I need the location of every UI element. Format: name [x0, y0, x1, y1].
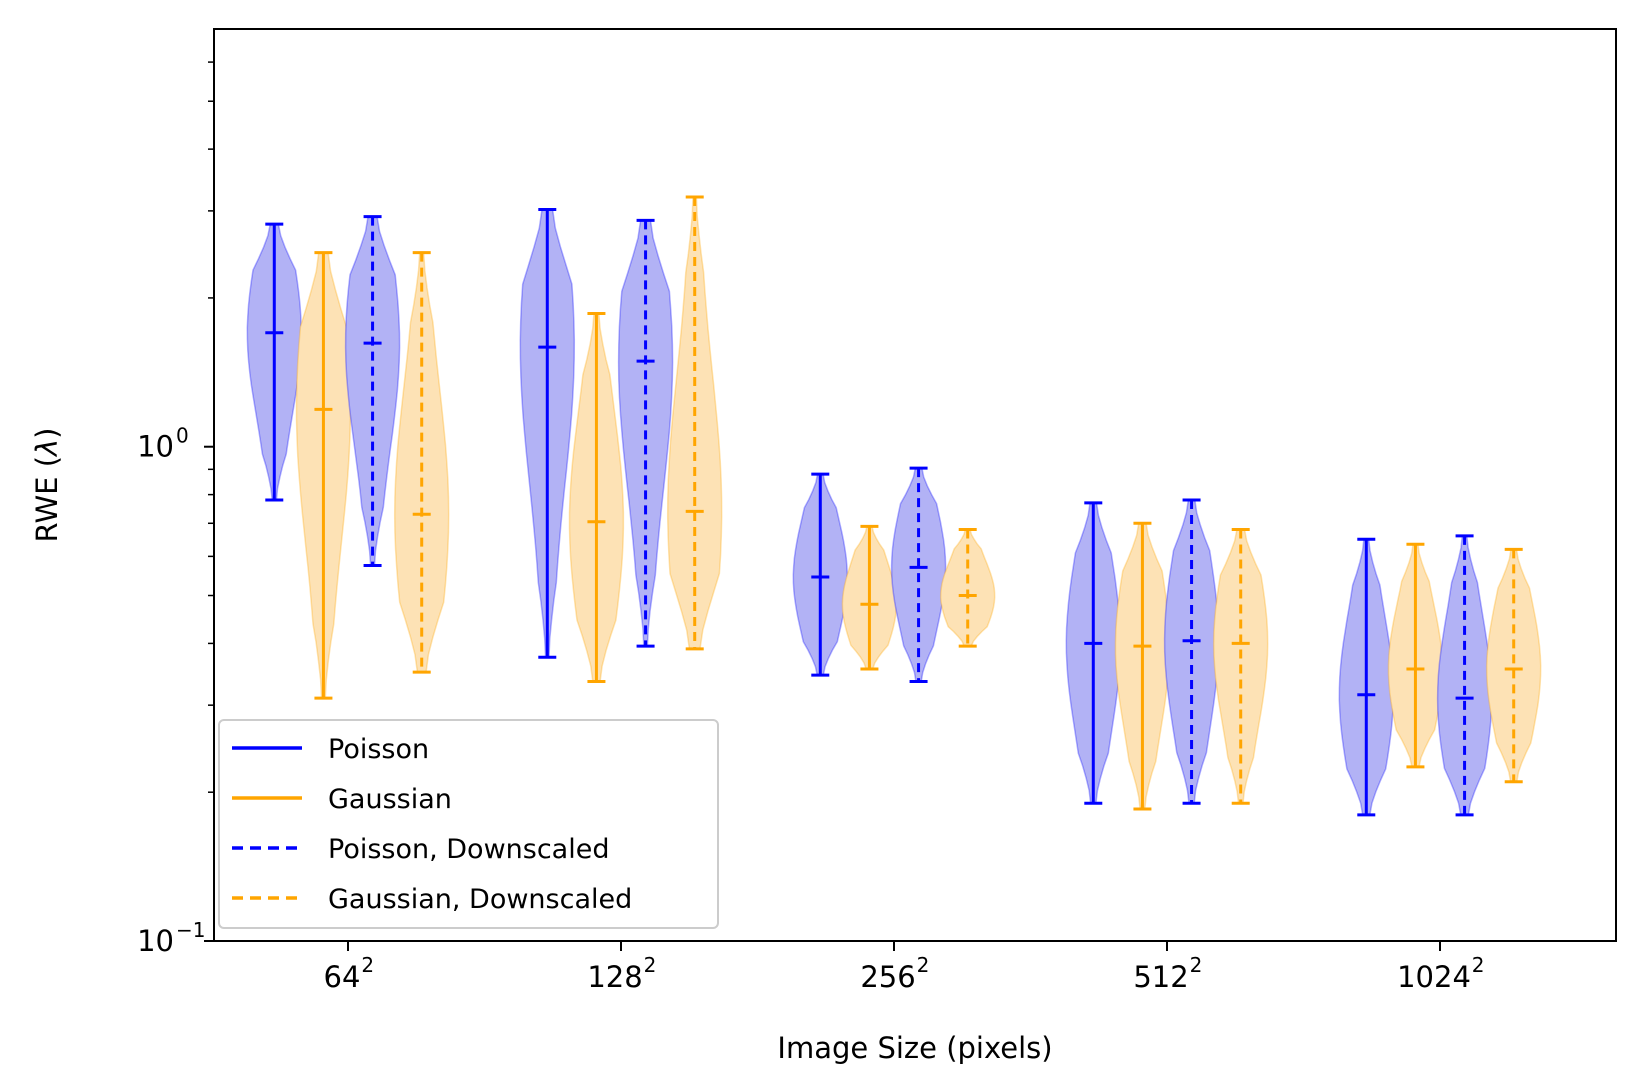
violin-poisson-3	[1065, 501, 1122, 805]
violin-gaussian-4	[1387, 542, 1444, 769]
x-tick-label-exponent: 2	[644, 953, 657, 977]
violin-gaussian-2	[841, 524, 898, 671]
x-axis-label: Image Size (pixels)	[777, 1031, 1052, 1065]
violin-gaussian-0	[295, 251, 352, 700]
x-ticks: 64 2 128 2 256 2 512 2 1024 2	[324, 941, 1485, 994]
x-tick-label-exponent: 2	[917, 953, 930, 977]
x-tick-label: 512	[1133, 960, 1188, 994]
legend-label: Poisson	[328, 734, 429, 765]
legend: Poisson Gaussian Poisson, Downscaled Gaussi…	[218, 719, 719, 929]
violin-gaussian-downscaled-1	[666, 195, 723, 651]
violin-gaussian-downscaled-4	[1485, 547, 1542, 784]
violin-gaussian-1	[568, 312, 625, 683]
legend-box	[218, 719, 719, 929]
violin-poisson-downscaled-1	[617, 218, 674, 648]
x-tick-label: 256	[860, 960, 915, 994]
y-axis-label-text: RWE (	[30, 456, 64, 543]
violin-poisson-downscaled-0	[344, 215, 401, 568]
x-tick-label: 1024	[1397, 960, 1471, 994]
y-axis-label: RWE (λ)	[30, 427, 64, 542]
violin-poisson-downscaled-3	[1163, 498, 1220, 805]
violin-gaussian-downscaled-3	[1212, 528, 1269, 805]
legend-label: Gaussian, Downscaled	[328, 884, 632, 915]
violin-poisson-2	[792, 472, 849, 677]
y-tick-label: 10	[137, 430, 174, 464]
x-tick-label-exponent: 2	[1472, 953, 1485, 977]
legend-entry-poisson: Poisson	[232, 734, 429, 765]
violin-gaussian-downscaled-2	[939, 528, 996, 648]
violins-layer	[246, 195, 1542, 817]
y-tick-label-exponent: −1	[176, 918, 205, 942]
x-tick-label-exponent: 2	[361, 953, 374, 977]
legend-entry-poisson-downscaled: Poisson, Downscaled	[232, 834, 609, 865]
violin-poisson-downscaled-2	[890, 466, 947, 683]
legend-entry-gaussian-downscaled: Gaussian, Downscaled	[232, 884, 632, 915]
legend-entry-gaussian: Gaussian	[232, 784, 452, 815]
y-axis-label-symbol: λ	[30, 439, 64, 458]
x-tick-label-exponent: 2	[1190, 953, 1203, 977]
violin-gaussian-3	[1114, 521, 1171, 811]
plot-frame	[213, 28, 1617, 942]
y-tick-label: 10	[137, 924, 174, 958]
violin-poisson-1	[519, 207, 576, 659]
violin-poisson-downscaled-4	[1436, 534, 1493, 817]
violin-gaussian-downscaled-0	[393, 251, 450, 674]
violin-poisson-4	[1338, 537, 1394, 817]
x-tick-label: 64	[324, 960, 361, 994]
y-tick-label-exponent: 0	[176, 424, 189, 448]
legend-label: Poisson, Downscaled	[328, 834, 609, 865]
y-axis-label-close: )	[30, 427, 64, 438]
violin-poisson-0	[246, 222, 302, 502]
x-tick-label: 128	[587, 960, 642, 994]
legend-label: Gaussian	[328, 784, 452, 815]
